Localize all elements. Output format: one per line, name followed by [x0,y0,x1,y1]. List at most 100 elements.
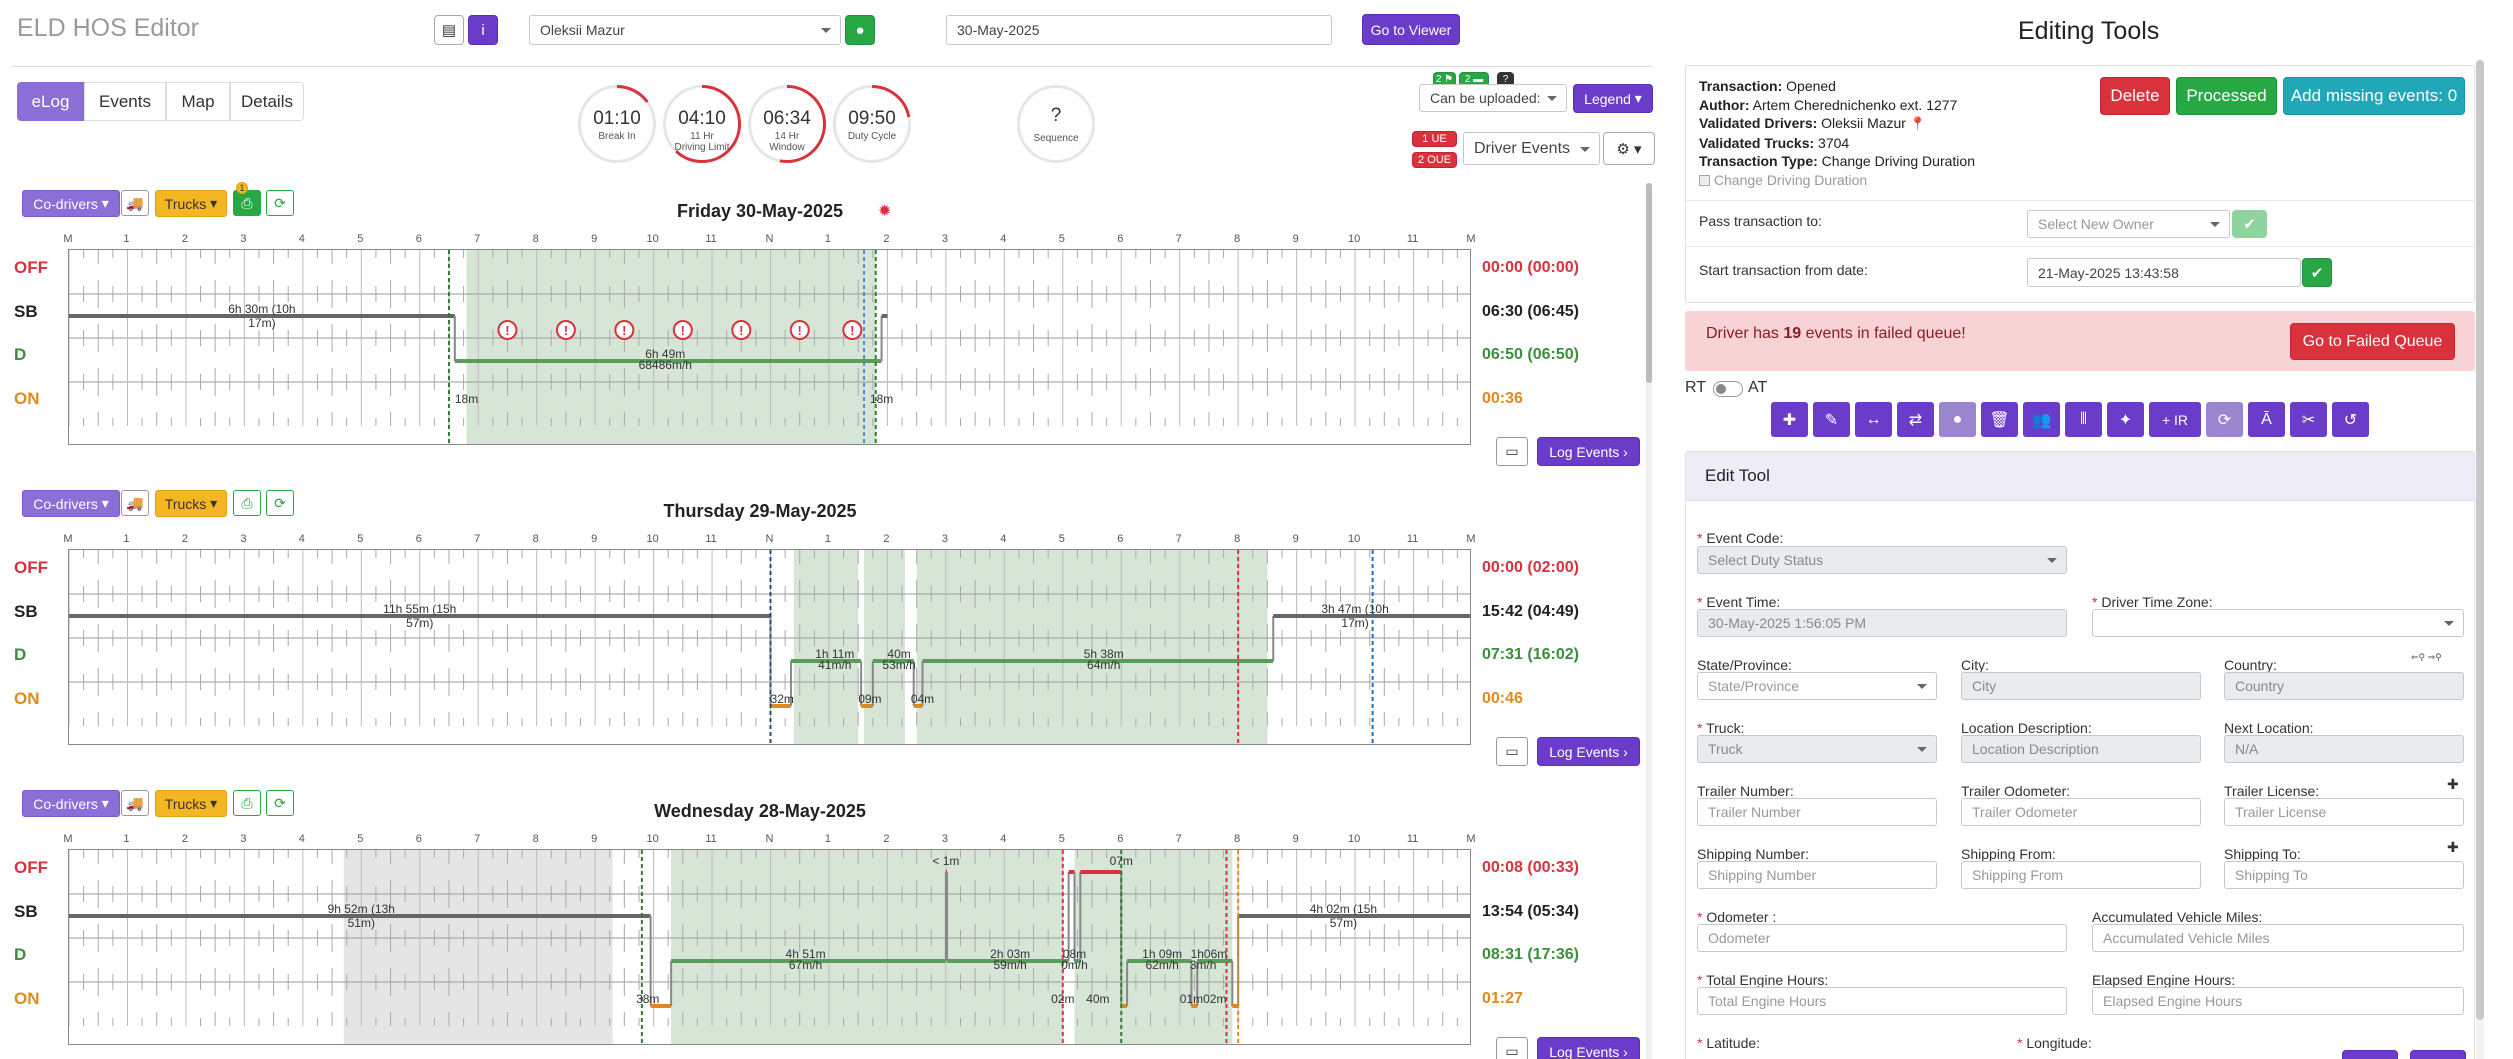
delete-button[interactable]: Delete [2100,77,2170,115]
hour-label: 1 [123,533,130,545]
pass-confirm-button[interactable]: ✔ [2232,210,2267,238]
location-description-field[interactable]: Location Description [1961,735,2201,763]
truck-icon: 🚚 [126,794,144,811]
print-button[interactable]: ⎙ [233,790,261,816]
trailer-number-field[interactable]: Trailer Number [1697,798,1937,826]
refresh-button[interactable]: ⟳ [266,190,294,216]
state-select[interactable]: State/Province [1697,672,1937,700]
cut-button[interactable]: ✂ [2290,402,2327,437]
add-missing-events-button[interactable]: Add missing events: 0 [2283,77,2465,115]
gauge-label: 11 Hr [690,131,714,142]
history-button[interactable]: ↺ [2332,402,2369,437]
driver-events-select[interactable]: Driver Events [1463,132,1600,165]
swap-event-button[interactable]: ⇄ [1897,402,1934,437]
add-trailer-icon[interactable]: ✚ [2447,776,2459,792]
go-to-failed-queue-button[interactable]: Go to Failed Queue [2290,323,2455,360]
latlon-action-button[interactable] [2342,1050,2398,1059]
comment-button[interactable]: ▭ [1496,737,1528,766]
country-field[interactable]: Country [2224,672,2464,700]
columns-button[interactable]: ⦀ [2065,402,2102,437]
print-icon: ⎙ [241,494,253,511]
driver-select[interactable]: Oleksii Mazur [529,15,841,45]
add-event-button[interactable]: ✚ [1771,402,1808,437]
edit-event-button[interactable]: ✎ [1813,402,1850,437]
driver-profile-button[interactable]: ● [845,15,875,45]
log-events-button[interactable]: Log Events › [1537,737,1640,766]
print-button[interactable]: ⎙ [233,190,261,216]
trailer-odometer-field[interactable]: Trailer Odometer [1961,798,2201,826]
shift-event-button[interactable]: ↔ [1855,402,1892,437]
truck-view-button[interactable]: 🚚 [121,490,149,516]
hos-chart[interactable]: < 1m 07m 9h 52m (13h 51m) 4h 02m (15h 57m) 4… [68,849,1471,1045]
shipping-to-field[interactable]: Shipping To [2224,861,2464,889]
start-date-field[interactable]: 21-May-2025 13:43:58 [2027,258,2301,287]
codrivers-button[interactable]: Co-drivers ▾ [22,490,120,517]
add-shipping-icon[interactable]: ✚ [2447,839,2459,855]
magic-button[interactable]: ✦ [2107,402,2144,437]
accumulated-miles-field[interactable]: Accumulated Vehicle Miles [2092,924,2464,952]
hour-label: 1 [824,233,832,245]
badge-3: ? [1497,72,1514,87]
add-ir-button[interactable]: + IR [2149,402,2201,437]
event-code-select[interactable]: Select Duty Status [1697,546,2067,574]
go-to-viewer-button[interactable]: Go to Viewer [1362,14,1460,45]
tab-elog[interactable]: eLog [17,82,84,121]
hour-label: 3 [941,533,948,545]
refresh-button[interactable]: ⟳ [266,490,294,516]
svg-text:!: ! [798,323,802,338]
text-tool-button[interactable]: Ā [2248,402,2285,437]
info-button[interactable]: i [468,15,498,45]
segment-label: 2h 03m [990,947,1031,961]
trailer-license-field[interactable]: Trailer License [2224,798,2464,826]
driver-event-button[interactable]: ● [1939,402,1976,437]
tab-map[interactable]: Map [166,82,230,121]
total-engine-hours-field[interactable]: Total Engine Hours [1697,987,2067,1015]
odometer-field[interactable]: Odometer [1697,924,2067,952]
rt-at-toggle[interactable] [1713,381,1743,397]
right-panel-scrollbar[interactable] [2476,60,2484,1059]
city-field[interactable]: City [1961,672,2201,700]
hos-chart[interactable]: 11h 55m (15h 57m) 3h 47m (10h 17m) 1h 11m 4… [68,549,1471,745]
legend-button[interactable]: Legend ▾ [1573,84,1653,113]
trucks-button[interactable]: Trucks ▾ [155,490,227,517]
codriver-button[interactable]: 👥 [2023,402,2060,437]
delete-event-button[interactable]: 🗑 [1981,402,2018,437]
truck-view-button[interactable]: 🚚 [121,190,149,216]
latlon-action-button-2[interactable] [2410,1050,2466,1059]
log-events-button[interactable]: Log Events › [1537,1037,1640,1059]
timezone-select[interactable] [2092,609,2464,637]
hour-label: 4 [298,533,305,545]
codrivers-button[interactable]: Co-drivers ▾ [22,190,120,217]
next-location-field[interactable]: N/A [2224,735,2464,763]
document-button[interactable]: ▤ [434,15,464,45]
event-time-field[interactable]: 30-May-2025 1:56:05 PM [1697,609,2067,637]
tab-details[interactable]: Details [230,82,304,121]
truck-select[interactable]: Truck [1697,735,1937,763]
processed-button[interactable]: Processed [2176,77,2277,115]
print-button[interactable]: ⎙ [233,490,261,516]
upload-select[interactable]: Can be uploaded: [1419,84,1567,112]
start-confirm-button[interactable]: ✔ [2302,258,2332,287]
shipping-number-field[interactable]: Shipping Number [1697,861,1937,889]
segment-label: < 1m [932,854,960,868]
truck-view-button[interactable]: 🚚 [121,790,149,816]
log-events-button[interactable]: Log Events › [1537,437,1640,466]
segment-label: 68486m/h [638,358,692,372]
shipping-from-field[interactable]: Shipping From [1961,861,2201,889]
check-icon: ✔ [2310,264,2324,282]
trucks-button[interactable]: Trucks ▾ [155,190,227,217]
date-field[interactable]: 30-May-2025 [946,15,1332,45]
hos-chart[interactable]: !!!!!!! 6h 30m (10h 17m) 6h 49m 68486m/h 18m… [68,249,1471,445]
new-owner-select[interactable]: Select New Owner [2027,210,2230,238]
tab-events[interactable]: Events [84,82,166,121]
codrivers-button[interactable]: Co-drivers ▾ [22,790,120,817]
settings-dropdown-button[interactable]: ⚙ ▾ [1603,132,1655,165]
refresh-tool-button[interactable]: ⟳ [2206,402,2243,437]
refresh-button[interactable]: ⟳ [266,790,294,816]
day-title: Thursday 29-May-2025 [663,501,857,521]
log-scrollbar[interactable] [1646,183,1652,1059]
elapsed-engine-hours-field[interactable]: Elapsed Engine Hours [2092,987,2464,1015]
comment-button[interactable]: ▭ [1496,437,1528,466]
comment-button[interactable]: ▭ [1496,1037,1528,1059]
trucks-button[interactable]: Trucks ▾ [155,790,227,817]
